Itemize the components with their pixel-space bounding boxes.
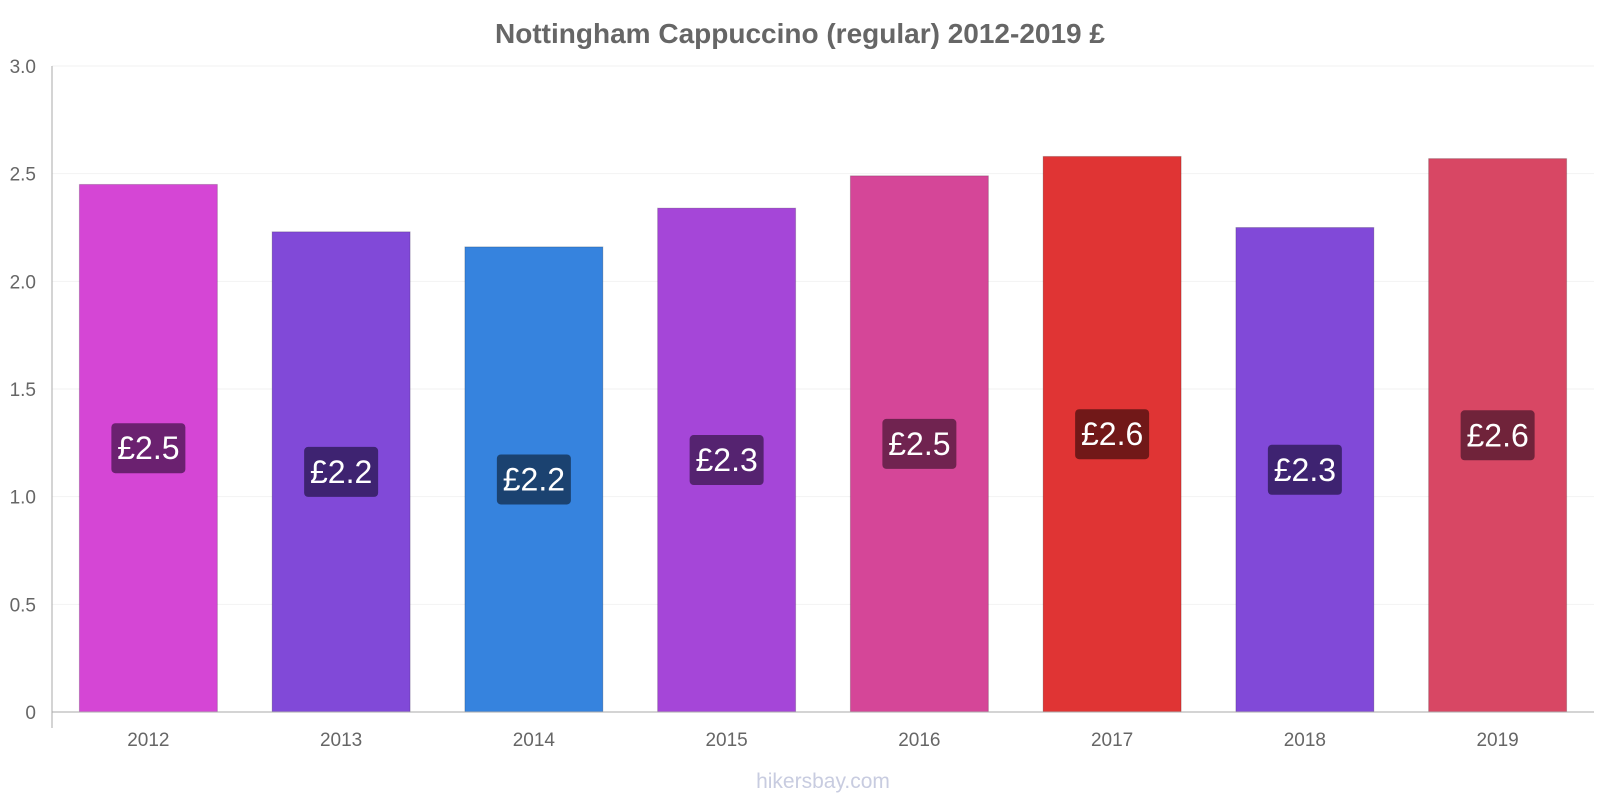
x-tick-label: 2018 [1284, 730, 1326, 751]
data-label: £2.6 [1081, 416, 1143, 452]
y-tick-labels: 0 0.5 1.0 1.5 2.0 2.5 3.0 [10, 57, 36, 724]
data-label-background [304, 446, 379, 497]
x-tick-label: 2017 [1091, 730, 1133, 751]
y-tick-label: 2.0 [10, 272, 36, 293]
data-label-background [689, 435, 764, 486]
x-tick-label: 2013 [320, 730, 362, 751]
data-label-background [1075, 409, 1150, 460]
x-tick-label: 2014 [513, 730, 556, 751]
x-tick-label: 2015 [705, 730, 747, 751]
data-label-background [1460, 410, 1535, 461]
watermark-text: hikersbay.com [756, 770, 890, 793]
x-tick-label: 2016 [898, 730, 940, 751]
y-tick-label: 1.5 [10, 380, 36, 401]
data-label: £2.3 [1274, 452, 1336, 488]
y-tick-label: 2.5 [10, 165, 36, 186]
data-label: £2.2 [310, 454, 372, 490]
data-label-background [496, 454, 571, 505]
x-tick-labels: 2012 2013 2014 2015 2016 2017 2018 2019 [127, 730, 1519, 751]
data-label: £2.2 [503, 461, 565, 497]
bars [78, 155, 1568, 713]
y-tick-label: 1.0 [10, 488, 36, 509]
axes [51, 66, 1594, 728]
x-tick-label: 2019 [1476, 730, 1518, 751]
y-tick-label: 0.5 [10, 595, 36, 616]
data-label-background [882, 418, 957, 469]
y-tick-label: 3.0 [10, 57, 36, 78]
data-label: £2.5 [888, 426, 950, 462]
data-label: £2.5 [117, 430, 179, 466]
chart-title: Nottingham Cappuccino (regular) 2012-201… [495, 18, 1105, 49]
data-labels: £2.5 £2.2 £2.2 £2.3 £2.5 £2.6 £2.3 £2.6 [111, 409, 1535, 505]
data-label-background [111, 423, 186, 474]
data-label: £2.3 [695, 442, 757, 478]
data-label-background [1267, 444, 1342, 495]
y-tick-label: 0 [25, 703, 36, 724]
x-tick-label: 2012 [127, 730, 169, 751]
data-label: £2.6 [1466, 417, 1528, 453]
